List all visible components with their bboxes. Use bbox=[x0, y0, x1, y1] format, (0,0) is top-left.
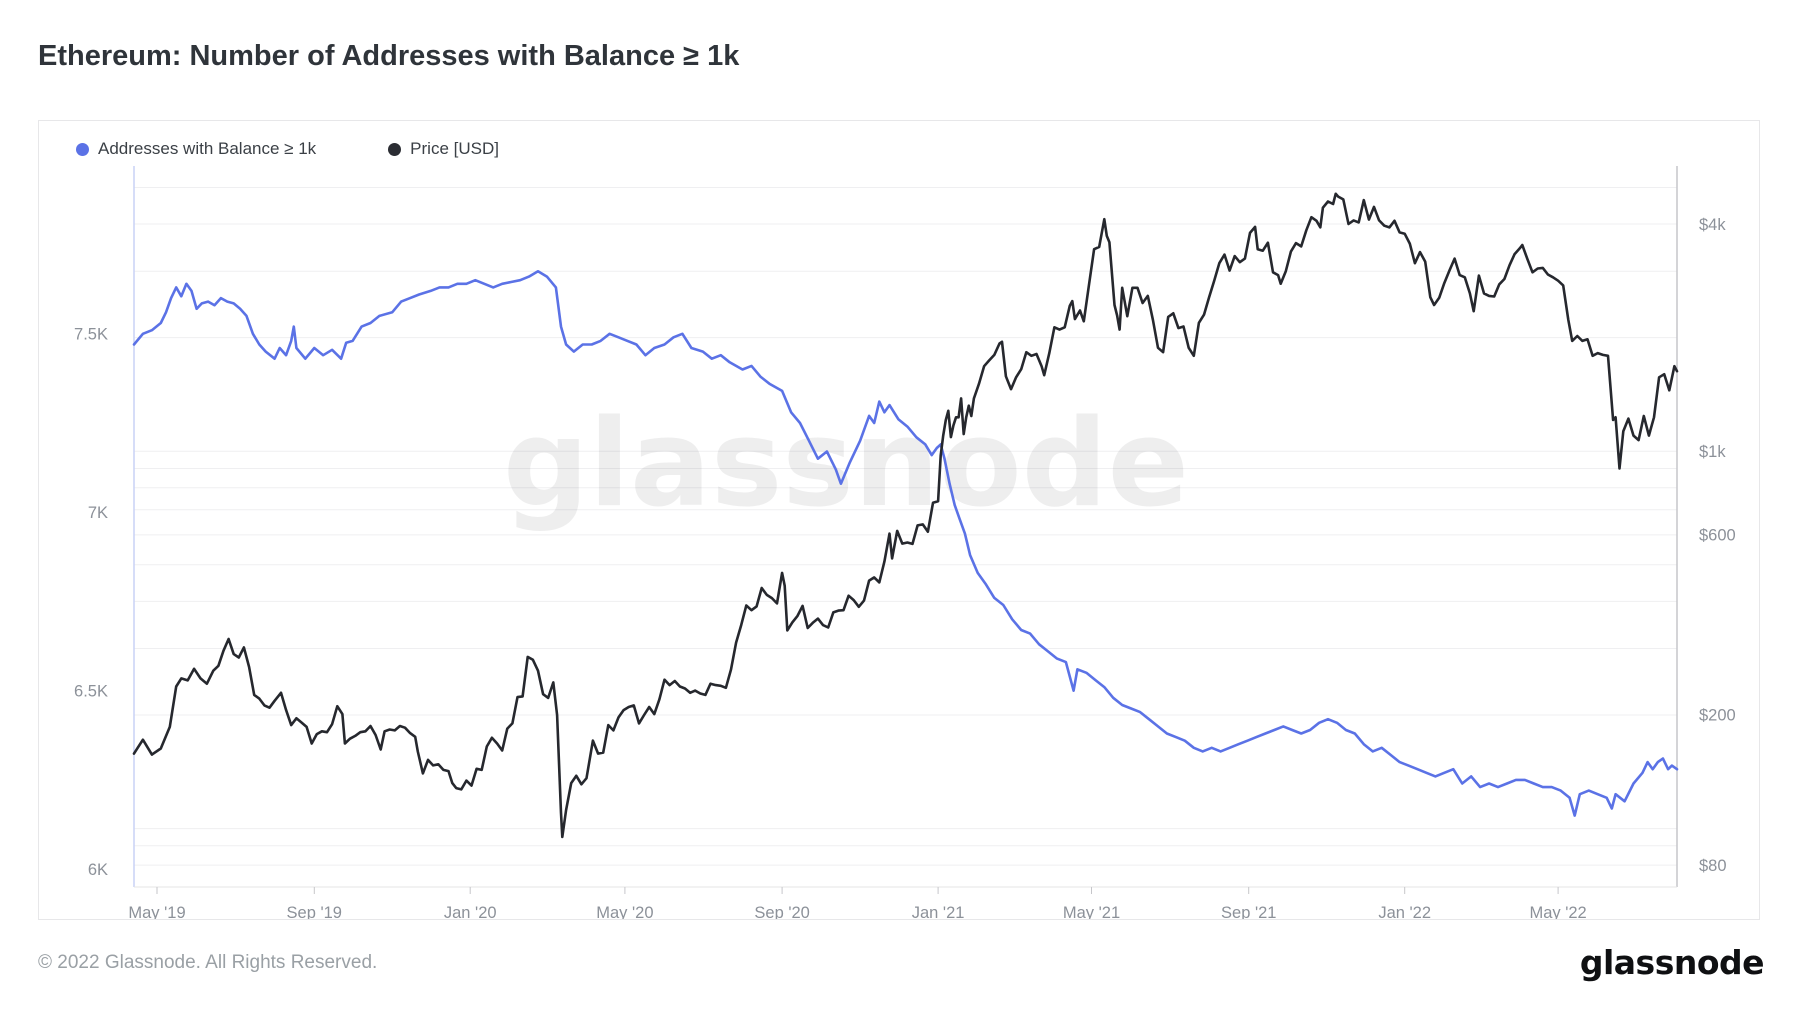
glassnode-logo[interactable]: glassnode bbox=[1579, 943, 1765, 982]
x-tick-label: May '20 bbox=[596, 904, 653, 919]
series-lines bbox=[132, 192, 1679, 839]
y-left-tick-label: 6K bbox=[88, 861, 108, 879]
legend-item-addresses[interactable]: Addresses with Balance ≥ 1k bbox=[76, 139, 316, 159]
gridlines bbox=[134, 187, 1677, 866]
chart-legend: Addresses with Balance ≥ 1k Price [USD] bbox=[76, 139, 571, 159]
x-tick-label: Sep '19 bbox=[287, 904, 342, 919]
y-left-tick-label: 7.5K bbox=[74, 326, 108, 344]
x-tick-label: May '19 bbox=[128, 904, 185, 919]
page-title: Ethereum: Number of Addresses with Balan… bbox=[38, 40, 740, 72]
y-right-tick-label: $80 bbox=[1699, 857, 1727, 875]
legend-label-addresses: Addresses with Balance ≥ 1k bbox=[98, 139, 317, 158]
x-tick-label: Jan '21 bbox=[912, 904, 965, 919]
watermark: glassnode bbox=[503, 395, 1189, 534]
axis-lines bbox=[133, 166, 1678, 894]
chart-card: Addresses with Balance ≥ 1k Price [USD] … bbox=[38, 120, 1760, 920]
y-right-tick-label: $600 bbox=[1699, 527, 1736, 545]
legend-dot-price-icon bbox=[388, 142, 402, 156]
legend-item-price[interactable]: Price [USD] bbox=[388, 139, 499, 159]
y-right-tick-label: $1k bbox=[1699, 443, 1726, 461]
legend-label-price: Price [USD] bbox=[410, 139, 499, 158]
x-tick-label: Jan '20 bbox=[444, 904, 497, 919]
x-tick-label: May '21 bbox=[1063, 904, 1120, 919]
legend-dot-addresses-icon bbox=[76, 142, 89, 156]
y-right-tick-label: $4k bbox=[1699, 216, 1726, 234]
chart-plot[interactable]: glassnode 7.5K 7K 6.5K 6K $4k $1k $600 $200 $80 M… bbox=[39, 121, 1761, 919]
x-tick-label: Jan '22 bbox=[1378, 904, 1431, 919]
series-line-addresses[interactable] bbox=[132, 270, 1679, 817]
axis-labels: 7.5K 7K 6.5K 6K $4k $1k $600 $200 $80 May '19 Sep … bbox=[74, 216, 1736, 919]
x-tick-label: Sep '21 bbox=[1221, 904, 1276, 919]
series-line-price[interactable] bbox=[132, 192, 1679, 839]
y-left-tick-label: 6.5K bbox=[74, 682, 108, 700]
y-left-tick-label: 7K bbox=[88, 504, 108, 522]
x-tick-label: Sep '20 bbox=[754, 904, 809, 919]
x-tick-label: May '22 bbox=[1529, 904, 1586, 919]
footer-copyright: © 2022 Glassnode. All Rights Reserved. bbox=[38, 952, 378, 973]
y-right-tick-label: $200 bbox=[1699, 707, 1736, 725]
